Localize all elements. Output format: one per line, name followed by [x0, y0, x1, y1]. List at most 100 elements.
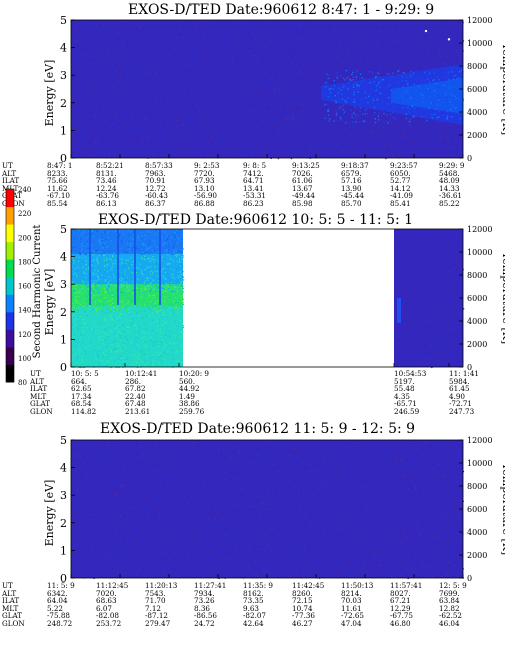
heatmap-left-noise-mid [108, 258, 110, 260]
heatmap-left-noise-mid [107, 276, 109, 278]
heatmap-left-noise-green [145, 289, 147, 291]
heatmap-noise [425, 134, 428, 136]
heatmap-left-noise-top [161, 230, 163, 232]
heatmap-noise [212, 97, 214, 99]
heatmap-left-noise-mid [82, 256, 84, 258]
heatmap-noise [423, 34, 426, 36]
heatmap-noise [257, 46, 259, 48]
heatmap-noise [178, 72, 180, 74]
heatmap-noise [146, 496, 148, 498]
heatmap-noise [450, 494, 452, 496]
heatmap-noise [198, 481, 200, 483]
heatmap-noise [387, 61, 389, 63]
heatmap-left-noise-top [103, 246, 105, 249]
heatmap-noise [367, 562, 369, 564]
heatmap-noise [137, 129, 139, 132]
heatmap-noise [206, 52, 208, 54]
heatmap-noise [418, 150, 420, 153]
heatmap-left-noise-mid [168, 271, 170, 273]
heatmap-noise [182, 20, 184, 22]
heatmap-left-noise-low [103, 362, 106, 365]
heatmap-noise [140, 546, 142, 548]
heatmap-left-noise-mid [97, 276, 100, 279]
heatmap-noise [258, 41, 260, 43]
heatmap-noise [128, 456, 130, 459]
heatmap-left-noise-mid [146, 274, 149, 276]
heatmap-noise [370, 68, 372, 70]
heatmap-left-noise-green [165, 307, 167, 309]
heatmap-left-noise-green [101, 310, 103, 312]
heatmap-noise [224, 53, 227, 55]
heatmap-noise [91, 70, 93, 73]
heatmap-left-noise-top [149, 241, 151, 243]
heatmap-noise [229, 93, 232, 96]
heatmap-left-noise-green [170, 297, 172, 299]
heatmap-left-noise-green [116, 310, 118, 312]
heatmap-left-noise-mid [125, 274, 127, 277]
heatmap-noise [306, 156, 308, 159]
heatmap-left-noise-low [118, 356, 120, 358]
heatmap-left-noise-green [130, 306, 133, 309]
heatmap-noise [120, 21, 123, 23]
heatmap-noise [446, 29, 448, 31]
heatmap-enhancement-noise [455, 97, 457, 99]
heatmap-left-noise-green [77, 290, 79, 292]
heatmap-noise [109, 121, 111, 123]
heatmap-enhancement-noise [363, 120, 365, 122]
heatmap-left-noise-mid [146, 265, 148, 268]
heatmap-noise [350, 125, 352, 127]
heatmap-enhancement-noise [443, 110, 446, 112]
heatmap-noise [97, 63, 99, 65]
heatmap-noise [259, 509, 261, 511]
heatmap-left-noise-mid [143, 273, 145, 276]
heatmap-enhancement-noise [352, 101, 354, 103]
heatmap-noise [99, 80, 101, 83]
heatmap-left-noise-green [128, 302, 130, 304]
heatmap-left-noise-green [176, 290, 178, 292]
heatmap-noise [297, 107, 299, 109]
heatmap-noise [267, 492, 269, 495]
heatmap-noise [277, 156, 279, 158]
heatmap-noise [426, 498, 428, 500]
heatmap-left-noise-top [99, 242, 101, 245]
heatmap-left-noise-mid [173, 290, 175, 293]
heatmap-left-noise-top [162, 244, 164, 246]
heatmap-left-noise-green [80, 298, 82, 300]
heatmap-noise [266, 145, 268, 147]
heatmap-left-noise-top [107, 235, 109, 237]
heatmap-noise [102, 108, 105, 110]
heatmap-noise [297, 63, 299, 66]
heatmap-noise [411, 61, 413, 63]
heatmap-noise [198, 139, 200, 141]
heatmap-enhancement-noise [401, 75, 403, 77]
heatmap-noise [76, 110, 78, 113]
heatmap-left-noise-low [152, 313, 154, 315]
heatmap-noise [259, 119, 261, 121]
heatmap-noise [191, 29, 194, 31]
heatmap-noise [102, 466, 104, 468]
heatmap-noise [291, 60, 293, 63]
heatmap-left-noise-mid [95, 280, 97, 282]
heatmap-noise [171, 105, 173, 107]
heatmap-noise [416, 479, 418, 481]
heatmap-left-noise-mid [152, 279, 154, 281]
heatmap-left-noise-low [92, 319, 94, 321]
heatmap-noise [218, 550, 220, 552]
heatmap-noise [412, 449, 414, 451]
heatmap-left-noise-green [154, 294, 156, 296]
heatmap-left-noise-low [80, 366, 82, 369]
heatmap-noise [336, 145, 338, 147]
heatmap-noise [340, 129, 342, 132]
heatmap-left-noise-low [116, 332, 119, 334]
heatmap-noise [323, 84, 325, 87]
heatmap-left-noise-green [125, 307, 127, 309]
heatmap-enhancement-noise [408, 87, 410, 89]
heatmap-left-noise-mid [91, 271, 94, 274]
heatmap-noise [386, 44, 388, 47]
heatmap-noise [304, 127, 306, 129]
heatmap-noise [134, 99, 137, 101]
heatmap-noise [450, 143, 452, 145]
heatmap-left-noise-green [114, 291, 117, 293]
heatmap-enhancement-noise [377, 115, 379, 117]
orbit-cell: 86.23 [243, 198, 264, 208]
